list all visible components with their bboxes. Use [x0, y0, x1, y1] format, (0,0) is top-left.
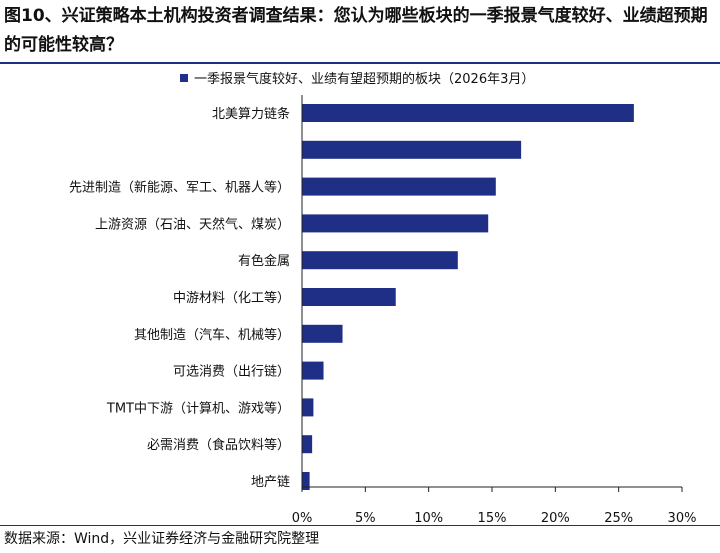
- x-tick-label: 0%: [292, 511, 313, 525]
- legend-swatch: [180, 74, 188, 82]
- legend: 一季报景气度较好、业绩有望超预期的板块（2026年3月）: [180, 71, 534, 87]
- bar: [302, 435, 313, 454]
- category-label: 地产链: [251, 475, 290, 490]
- bar: [302, 177, 496, 196]
- x-tick-label: 20%: [541, 511, 570, 525]
- figure-title: 图10、兴证策略本土机构投资者调查结果：您认为哪些板块的一季报景气度较好、业绩超…: [4, 6, 708, 55]
- category-label: 上游资源（石油、天然气、煤炭）: [95, 216, 290, 232]
- x-tick-label: 10%: [414, 511, 443, 525]
- bar: [302, 324, 343, 343]
- bar: [302, 398, 314, 417]
- legend-label: 一季报景气度较好、业绩有望超预期的板块（2026年3月）: [194, 71, 534, 87]
- x-axis: 0% 5% 10% 15% 20% 25% 30%: [292, 95, 697, 525]
- x-tick-label: 25%: [604, 511, 633, 525]
- bottom-rule: [0, 525, 720, 526]
- top-rule: [0, 62, 720, 64]
- x-tick-label: 15%: [478, 511, 507, 525]
- bar: [302, 361, 324, 380]
- category-label: 北美算力链条: [212, 106, 290, 122]
- bar: [302, 251, 458, 270]
- bar-chart: 一季报景气度较好、业绩有望超预期的板块（2026年3月） 北美算力链条先进制造（…: [69, 71, 697, 525]
- bar: [302, 214, 489, 233]
- x-tick-label: 5%: [355, 511, 376, 525]
- category-label: 其他制造（汽车、机械等）: [134, 327, 290, 343]
- category-label: 中游材料（化工等）: [173, 290, 290, 306]
- category-label: TMT中下游（计算机、游戏等）: [106, 400, 290, 416]
- bar: [302, 140, 522, 159]
- bar: [302, 288, 396, 306]
- source-note: 数据来源：Wind，兴业证券经济与金融研究院整理: [4, 531, 320, 547]
- bars-group: [302, 104, 634, 490]
- x-tick-label: 30%: [668, 511, 697, 525]
- bar: [302, 104, 634, 122]
- category-label: 先进制造（新能源、军工、机器人等）: [69, 180, 290, 196]
- bar: [302, 472, 310, 490]
- category-label: 必需消费（食品饮料等）: [147, 437, 290, 453]
- category-label: 有色金属: [238, 253, 290, 269]
- category-label: 可选消费（出行链）: [173, 365, 290, 380]
